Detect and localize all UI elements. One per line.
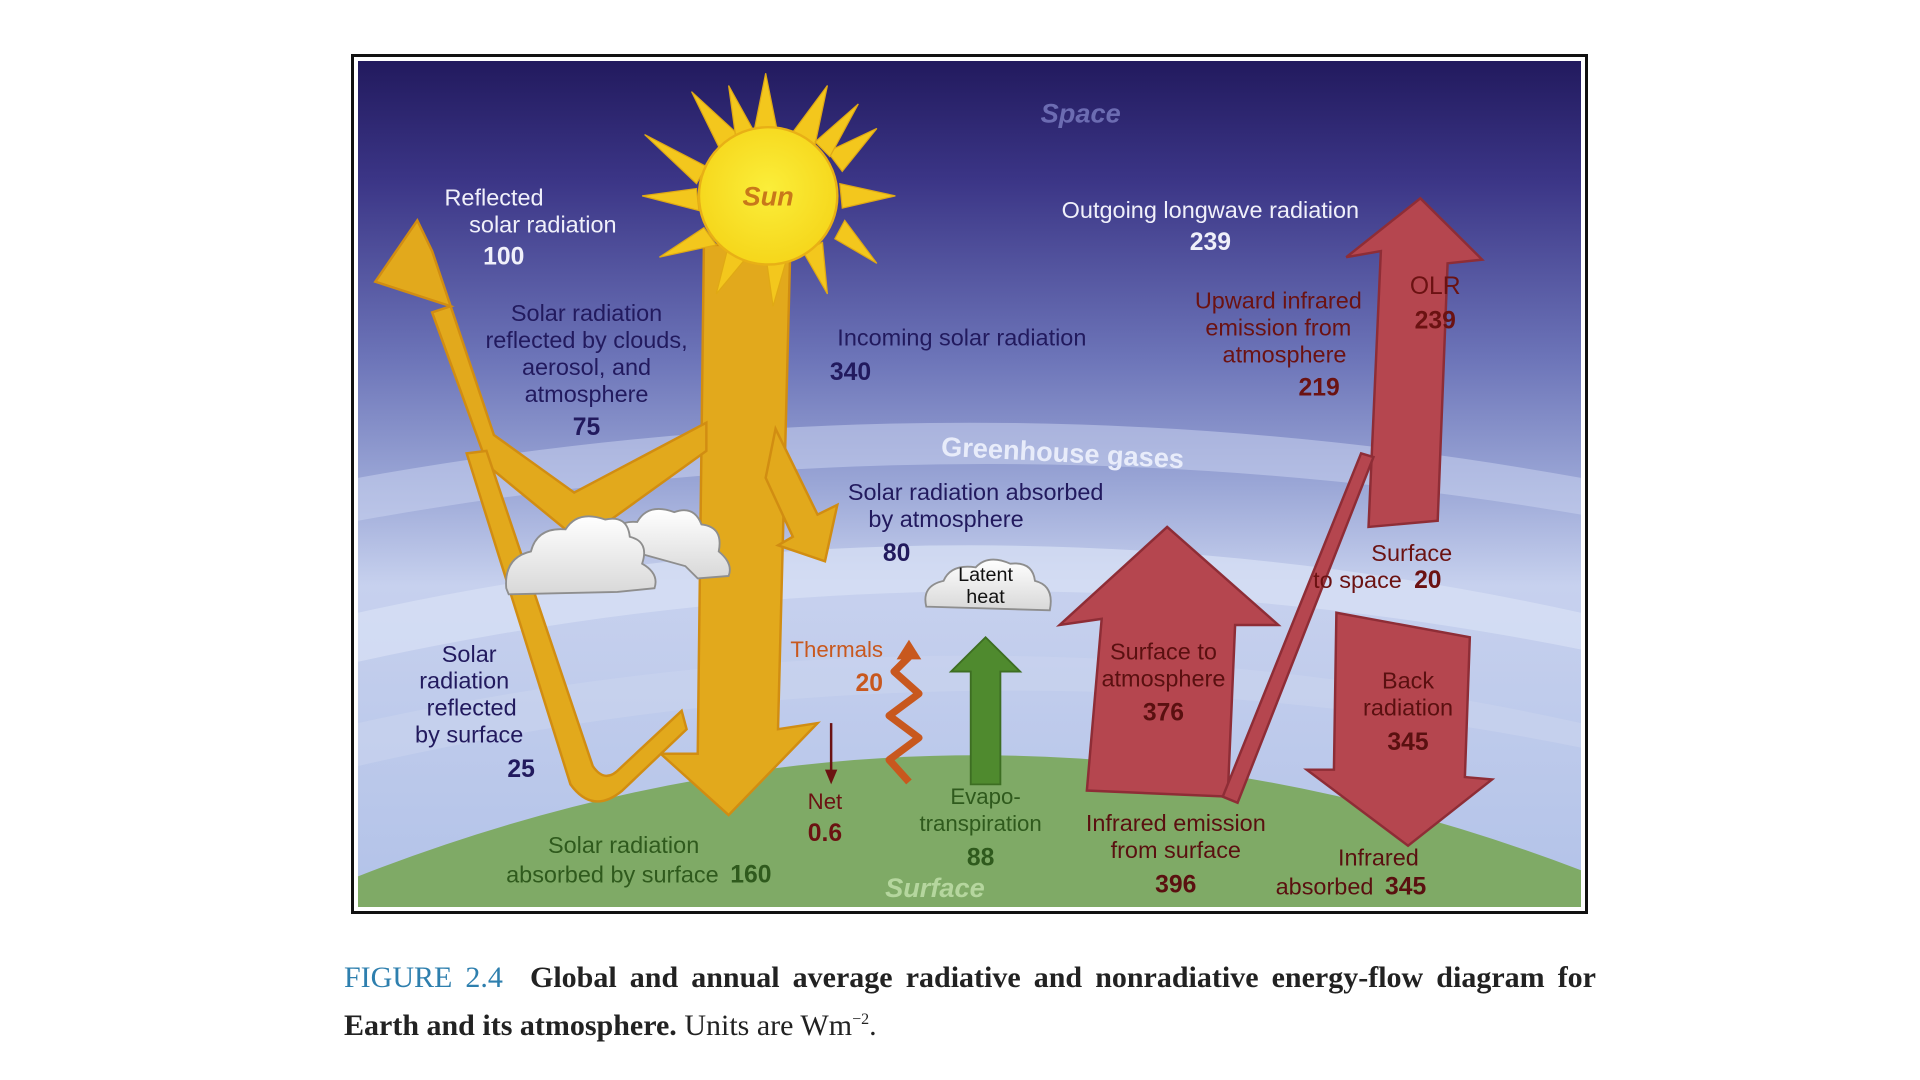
thermals-value: 20 — [856, 670, 883, 697]
reflected-clouds-line1: Solar radiation — [511, 300, 662, 326]
reflecting-cloud-icon — [505, 508, 731, 596]
ir-absorbed-line1: Infrared — [1338, 844, 1419, 870]
ir-emission-line2: from surface — [1111, 837, 1241, 863]
earth-surface — [358, 755, 1581, 907]
olr-arrow-value: 239 — [1415, 307, 1456, 334]
caption-units-exponent: −2 — [852, 1011, 870, 1028]
surface-to-atmosphere-line1: Surface to — [1110, 638, 1217, 664]
figure-label: FIGURE 2.4 — [344, 961, 503, 994]
upward-atmosphere-line1: Upward infrared — [1195, 288, 1362, 314]
thermals-arrow — [885, 639, 923, 785]
upward-atmosphere-value: 219 — [1298, 375, 1339, 402]
reflected-solar-line2: solar radiation — [469, 212, 616, 238]
surface-to-space-line1: Surface — [1371, 540, 1452, 566]
incoming-solar-label: Incoming solar radiation — [837, 325, 1086, 351]
back-radiation-line2: radiation — [1363, 695, 1453, 721]
absorbed-atmosphere-value: 80 — [883, 540, 910, 567]
caption-end: . — [869, 1009, 877, 1042]
net-label: Net — [808, 789, 843, 814]
net-arrow — [824, 723, 838, 785]
olr-arrow — [1345, 196, 1485, 529]
ir-absorbed-line2: absorbed — [1276, 874, 1374, 900]
incoming-solar-arrow — [657, 243, 821, 817]
olr-top-label: Outgoing longwave radiation — [1062, 197, 1359, 223]
surface-to-space-value: 20 — [1414, 567, 1441, 594]
reflected-solar-line1: Reflected — [444, 185, 543, 211]
surface-to-space-arrow — [1221, 451, 1376, 805]
solar-arrows — [373, 217, 840, 817]
absorbed-surface-line2: absorbed by surface — [506, 862, 719, 888]
sun-icon: Sun — [641, 73, 896, 307]
surface-to-atmosphere-line2: atmosphere — [1101, 665, 1225, 691]
surface-to-atmosphere-arrow — [1055, 525, 1282, 798]
caption-units-text: Units are Wm — [684, 1009, 853, 1042]
absorbed-atmosphere-line2: by atmosphere — [868, 506, 1023, 532]
reflected-surface-line3: reflected — [427, 695, 517, 721]
reflected-solar-value: 100 — [483, 244, 524, 271]
evapotranspiration-line2: transpiration — [919, 811, 1041, 836]
reflected-surface-line2: radiation — [419, 668, 509, 694]
reflected-clouds-line4: atmosphere — [525, 381, 649, 407]
olr-top-value: 239 — [1190, 229, 1231, 256]
absorbed-atmosphere-line1: Solar radiation absorbed — [848, 479, 1104, 505]
absorbed-surface-line1: Solar radiation — [548, 832, 699, 858]
surface-to-space-line2: to space — [1313, 567, 1402, 593]
reflected-surface-value: 25 — [507, 756, 534, 783]
evapotranspiration-line1: Evapo- — [950, 784, 1020, 809]
labels: Reflected solar radiation 100 Solar radi… — [415, 185, 1461, 901]
figure-caption: FIGURE 2.4 Global and annual average rad… — [344, 957, 1596, 1047]
caption-bold-text: Global and annual average radiative and … — [344, 961, 1597, 1042]
net-value: 0.6 — [808, 820, 842, 847]
evapotranspiration-value: 88 — [967, 844, 994, 871]
ir-absorbed-value: 345 — [1385, 874, 1426, 901]
surface-to-atmosphere-value: 376 — [1143, 700, 1184, 727]
sun-label: Sun — [742, 181, 793, 212]
incoming-solar-value: 340 — [830, 359, 871, 386]
absorbed-surface-value: 160 — [730, 862, 771, 889]
reflected-clouds-line3: aerosol, and — [522, 354, 651, 380]
thermals-label: Thermals — [790, 637, 883, 662]
surface-label: Surface — [885, 872, 985, 903]
latent-heat-cloud: Latent heat — [924, 558, 1052, 612]
energy-flow-diagram: Space Greenhouse gases Surface — [351, 54, 1588, 914]
infrared-arrows — [1055, 196, 1496, 848]
reflected-clouds-value: 75 — [573, 414, 600, 441]
back-radiation-arrow — [1303, 611, 1496, 848]
reflected-surface-line4: by surface — [415, 722, 523, 748]
surface-reflected-arrow — [465, 449, 688, 803]
latent-heat-line2: heat — [966, 586, 1005, 608]
space-label: Space — [1041, 97, 1121, 128]
upward-atmosphere-line3: atmosphere — [1223, 342, 1347, 368]
atmosphere-absorbed-arrow — [764, 425, 840, 563]
back-radiation-line1: Back — [1382, 668, 1434, 694]
olr-arrow-label: OLR — [1410, 273, 1461, 300]
reflected-clouds-line2: reflected by clouds, — [485, 327, 687, 353]
evapotranspiration-arrow — [948, 635, 1023, 786]
upward-atmosphere-line2: emission from — [1205, 315, 1351, 341]
reflected-surface-line1: Solar — [442, 641, 497, 667]
back-radiation-value: 345 — [1387, 729, 1428, 756]
greenhouse-band-middle — [358, 545, 1581, 662]
ir-emission-value: 396 — [1155, 871, 1196, 898]
latent-heat-line1: Latent — [958, 564, 1013, 586]
ir-emission-line1: Infrared emission — [1086, 810, 1266, 836]
